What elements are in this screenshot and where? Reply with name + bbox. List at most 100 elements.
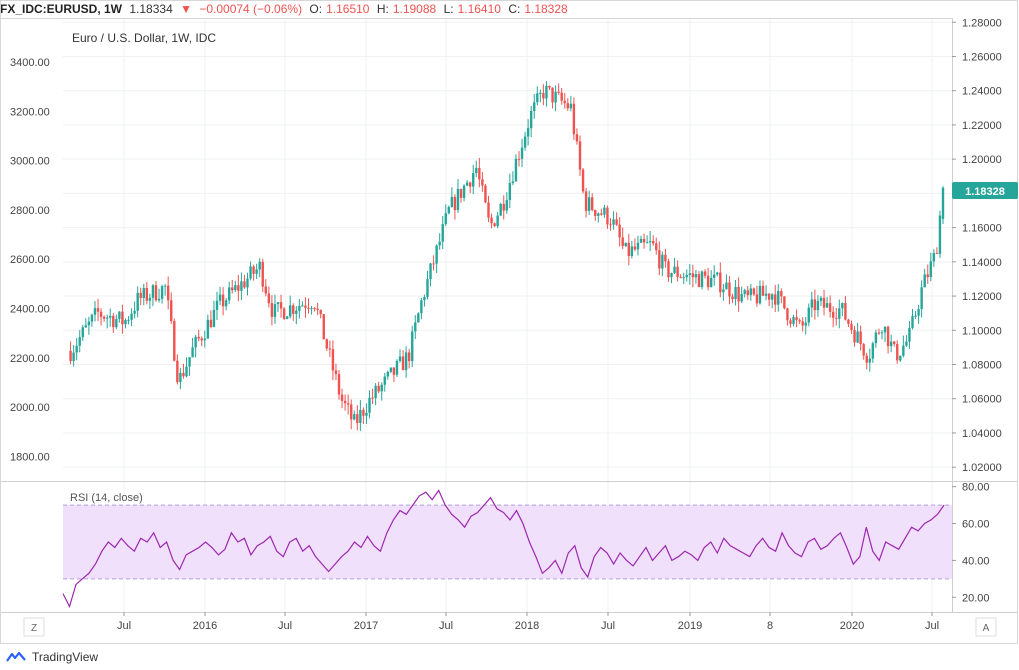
candle-body bbox=[722, 289, 725, 293]
candle-body bbox=[398, 356, 402, 362]
triangle-down-icon: ▼ bbox=[180, 2, 192, 16]
candle-body bbox=[368, 397, 371, 413]
candle-body bbox=[862, 344, 865, 356]
right-tick-label: 1.20000 bbox=[962, 154, 1002, 166]
candle-body bbox=[209, 319, 213, 327]
candle-body bbox=[93, 308, 97, 315]
auto-scale-a-button[interactable]: A bbox=[983, 623, 990, 634]
candle-body bbox=[594, 210, 597, 216]
right-axis[interactable]: 1.280001.260001.240001.220001.200001.180… bbox=[952, 17, 1002, 474]
candle-body bbox=[151, 285, 155, 298]
candle-body bbox=[310, 308, 313, 310]
candle-body bbox=[908, 327, 911, 342]
candle-body bbox=[639, 238, 643, 243]
candle-body bbox=[700, 271, 704, 287]
candle-body bbox=[386, 371, 390, 377]
x-tick-label: 2017 bbox=[354, 620, 378, 632]
candle-body bbox=[362, 409, 365, 416]
candle-body bbox=[911, 315, 914, 328]
candle-body bbox=[648, 241, 652, 243]
right-tick-label: 1.22000 bbox=[962, 120, 1002, 132]
candle-body bbox=[761, 285, 765, 296]
brand-footer[interactable]: TradingView bbox=[6, 650, 98, 664]
high-value: 1.19088 bbox=[392, 2, 437, 16]
candle-body bbox=[938, 215, 942, 254]
chart-canvas[interactable]: Euro / U.S. Dollar, 1W, IDC RSI (14, clo… bbox=[0, 0, 1019, 645]
candle-body bbox=[569, 103, 573, 109]
candle-body bbox=[545, 85, 548, 99]
candle-body bbox=[465, 182, 469, 186]
candle-body bbox=[185, 366, 188, 377]
candle-body bbox=[642, 238, 646, 243]
candle-body bbox=[664, 254, 667, 262]
candle-body bbox=[523, 136, 527, 148]
candle-body bbox=[682, 277, 685, 279]
candle-body bbox=[166, 285, 170, 301]
candle-body bbox=[749, 288, 753, 296]
candle-body bbox=[920, 287, 923, 310]
candle-body bbox=[737, 286, 740, 302]
corner-right[interactable]: A bbox=[975, 617, 997, 637]
candle-body bbox=[218, 294, 222, 301]
candle-body bbox=[905, 341, 908, 346]
candle-body bbox=[584, 191, 588, 211]
x-tick-label: 2019 bbox=[678, 620, 702, 632]
candle-body bbox=[883, 326, 887, 333]
candle-body bbox=[426, 279, 429, 297]
candle-body bbox=[575, 134, 579, 142]
candle-body bbox=[658, 250, 661, 269]
candle-body bbox=[557, 91, 560, 93]
candle-body bbox=[112, 315, 115, 328]
candle-body bbox=[709, 277, 713, 288]
candle-body bbox=[261, 261, 264, 287]
candle-body bbox=[484, 185, 487, 203]
candle-body bbox=[343, 400, 347, 404]
candle-body bbox=[499, 203, 502, 216]
candle-body bbox=[197, 336, 200, 339]
candle-body bbox=[526, 128, 530, 137]
candle-body bbox=[279, 302, 283, 309]
candle-body bbox=[401, 356, 405, 371]
candle-body bbox=[896, 344, 899, 361]
candle-body bbox=[716, 272, 719, 275]
candle-body bbox=[578, 141, 582, 170]
candle-body bbox=[563, 100, 566, 104]
symbol-label[interactable]: FX_IDC:EURUSD, 1W bbox=[0, 2, 123, 16]
candle-body bbox=[697, 274, 701, 287]
candle-body bbox=[313, 308, 316, 310]
candle-body bbox=[407, 352, 411, 362]
corner-left[interactable]: Z bbox=[23, 617, 45, 637]
close-label: C: bbox=[508, 2, 521, 16]
time-axis[interactable]: Jul 2016 Jul 2017 Jul 2018 Jul 2019 8 2020 Jul bbox=[117, 612, 939, 632]
left-tick-label: 2400.00 bbox=[10, 304, 50, 316]
open-label: O: bbox=[309, 2, 323, 16]
candle-body bbox=[365, 412, 368, 416]
candle-body bbox=[789, 320, 792, 324]
candle-body bbox=[676, 266, 679, 278]
x-tick-label: 2020 bbox=[840, 620, 864, 632]
candle-body bbox=[487, 202, 490, 218]
candle-body bbox=[719, 272, 722, 293]
zoom-z-button[interactable]: Z bbox=[31, 623, 37, 634]
candle-body bbox=[755, 294, 759, 304]
candle-body bbox=[234, 285, 237, 291]
candle-body bbox=[542, 92, 545, 99]
low-label: L: bbox=[443, 2, 454, 16]
candle-body bbox=[703, 271, 707, 276]
left-tick-label: 2800.00 bbox=[10, 205, 50, 217]
candle-body bbox=[170, 300, 173, 322]
candle-body bbox=[508, 183, 512, 201]
candle-body bbox=[353, 414, 356, 420]
candle-body bbox=[404, 352, 408, 371]
candle-body bbox=[420, 300, 423, 314]
candle-body bbox=[941, 187, 945, 219]
candle-body bbox=[612, 219, 615, 225]
x-tick-label: Jul bbox=[278, 620, 292, 632]
right-tick-label: 1.24000 bbox=[962, 86, 1002, 98]
candle-body bbox=[624, 242, 627, 247]
candle-body bbox=[841, 303, 844, 309]
candle-body bbox=[389, 367, 393, 372]
rsi-tick-label: 60.00 bbox=[962, 519, 990, 531]
candle-body bbox=[758, 285, 762, 304]
candle-body bbox=[475, 167, 478, 174]
